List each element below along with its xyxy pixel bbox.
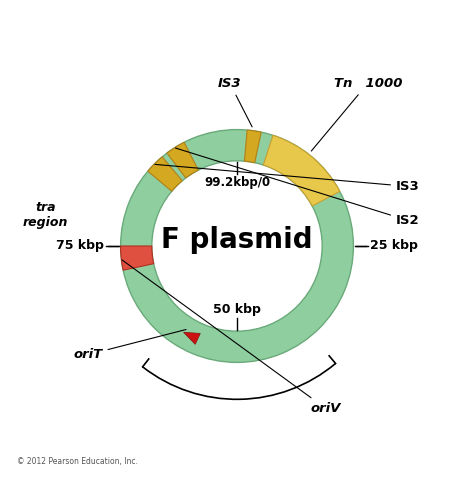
Text: IS3: IS3 [218, 77, 252, 127]
Text: 99.2kbp/0: 99.2kbp/0 [204, 177, 270, 189]
Wedge shape [148, 157, 182, 191]
Wedge shape [245, 130, 261, 163]
Polygon shape [183, 332, 201, 344]
Text: 75 kbp: 75 kbp [55, 240, 103, 252]
Text: 25 kbp: 25 kbp [371, 240, 419, 252]
Text: tra
region: tra region [23, 201, 68, 229]
Text: © 2012 Pearson Education, Inc.: © 2012 Pearson Education, Inc. [17, 457, 138, 466]
Text: 50 kbp: 50 kbp [213, 303, 261, 315]
Text: oriV: oriV [122, 260, 341, 415]
Wedge shape [120, 246, 154, 270]
Text: Tn     1000: Tn 1000 [311, 77, 402, 151]
Text: F plasmid: F plasmid [161, 226, 313, 254]
Wedge shape [264, 135, 340, 206]
Text: oriT: oriT [73, 330, 186, 361]
Text: IS2: IS2 [175, 148, 419, 227]
Text: IS3: IS3 [155, 164, 420, 193]
Wedge shape [167, 142, 198, 178]
Wedge shape [120, 129, 354, 363]
